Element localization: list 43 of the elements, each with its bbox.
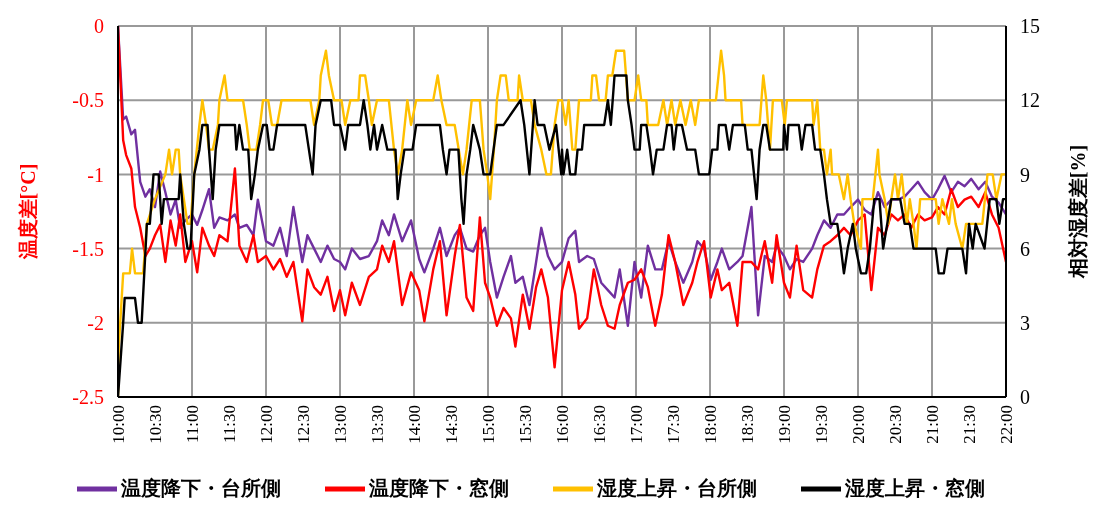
y-tick-label: -2.5 bbox=[72, 386, 104, 409]
y2-tick-label: 15 bbox=[1020, 15, 1040, 38]
legend-label: 湿度上昇・台所側 bbox=[597, 475, 757, 500]
x-tick-label: 10:30 bbox=[145, 405, 165, 444]
x-tick-label: 18:00 bbox=[700, 405, 720, 444]
x-tick-label: 11:30 bbox=[219, 405, 239, 444]
legend-label: 温度降下・窓側 bbox=[369, 475, 509, 500]
x-tick-label: 17:00 bbox=[626, 405, 646, 444]
y-tick-label: -1.5 bbox=[72, 237, 104, 260]
y2-tick-label: 0 bbox=[1020, 386, 1030, 409]
x-tick-label: 22:00 bbox=[996, 405, 1016, 444]
x-tick-label: 19:00 bbox=[774, 405, 794, 444]
x-tick-label: 14:00 bbox=[404, 405, 424, 444]
y-tick-label: -1 bbox=[87, 163, 104, 186]
x-tick-label: 13:30 bbox=[367, 405, 387, 444]
x-tick-label: 15:30 bbox=[515, 405, 535, 444]
x-tick-label: 19:30 bbox=[811, 405, 831, 444]
y2-tick-label: 9 bbox=[1020, 163, 1030, 186]
x-tick-label: 21:30 bbox=[959, 405, 979, 444]
x-tick-label: 15:00 bbox=[478, 405, 498, 444]
x-tick-label: 10:00 bbox=[108, 405, 128, 444]
x-tick-label: 20:30 bbox=[885, 405, 905, 444]
x-tick-label: 12:00 bbox=[256, 405, 276, 444]
y2-axis-title: 相対湿度差[%] bbox=[1067, 144, 1090, 280]
y2-tick-label: 12 bbox=[1020, 89, 1040, 112]
y-tick-label: -0.5 bbox=[72, 89, 104, 112]
x-tick-label: 13:00 bbox=[330, 405, 350, 444]
y2-tick-label: 6 bbox=[1020, 237, 1030, 260]
y-axis-title: 温度差[°C] bbox=[17, 163, 40, 261]
y-tick-label: 0 bbox=[94, 15, 104, 38]
x-tick-label: 21:00 bbox=[922, 405, 942, 444]
x-tick-label: 12:30 bbox=[293, 405, 313, 444]
y-tick-label: -2 bbox=[87, 311, 104, 334]
x-tick-label: 18:30 bbox=[737, 405, 757, 444]
legend-label: 温度降下・台所側 bbox=[121, 475, 281, 500]
x-tick-label: 16:00 bbox=[552, 405, 572, 444]
x-tick-label: 20:00 bbox=[848, 405, 868, 444]
legend-label: 湿度上昇・窓側 bbox=[845, 475, 985, 500]
x-tick-label: 14:30 bbox=[441, 405, 461, 444]
x-tick-label: 11:00 bbox=[182, 405, 202, 444]
y2-tick-label: 3 bbox=[1020, 311, 1030, 334]
x-tick-label: 16:30 bbox=[589, 405, 609, 444]
x-tick-label: 17:30 bbox=[663, 405, 683, 444]
